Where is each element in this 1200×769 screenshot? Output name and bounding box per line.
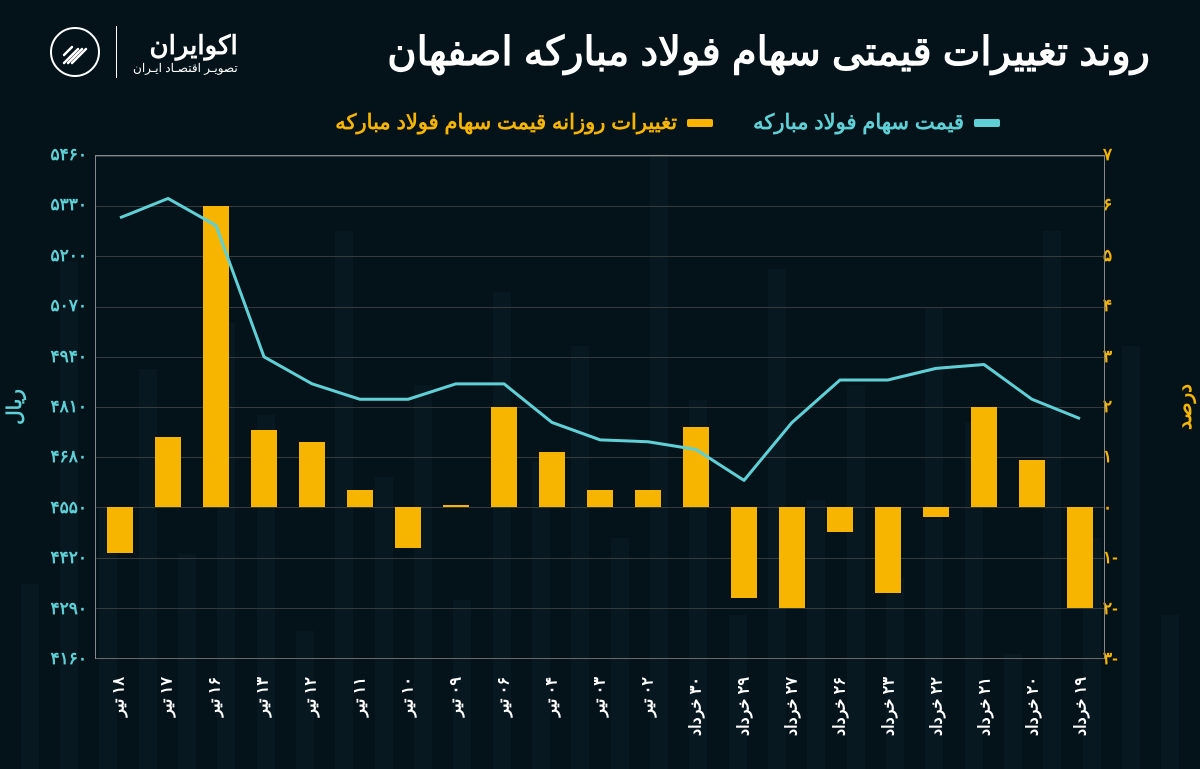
x-tick: ۱۸ تیر [110,677,129,717]
x-tick: ۲۰ خرداد [1023,677,1042,736]
x-tick: ۰۴ تیر [542,677,561,717]
line-series [96,156,1104,658]
y-right-tick: -۲ [1103,599,1183,619]
brand-block: اکوایران تصویـر اقتصـاد ایـران [50,26,238,78]
x-tick: ۲۶ خرداد [831,677,850,736]
x-tick: ۰۶ تیر [494,677,513,717]
plot-area [95,155,1105,659]
y-right-tick: ۴ [1103,296,1183,316]
y-right-tick: ۵ [1103,246,1183,266]
y-left-tick: ۴۸۱۰ [7,397,87,417]
x-tick: ۲۲ خرداد [927,677,946,736]
y-left-axis: ۴۱۶۰۴۲۹۰۴۴۲۰۴۵۵۰۴۶۸۰۴۸۱۰۴۹۴۰۵۰۷۰۵۲۰۰۵۳۳۰… [15,155,95,659]
gridline [96,658,1104,659]
y-left-tick: ۴۹۴۰ [7,347,87,367]
y-left-tick: ۵۴۶۰ [7,145,87,165]
y-left-tick: ۵۳۳۰ [7,195,87,215]
x-tick: ۰۲ تیر [639,677,658,717]
y-left-tick: ۴۴۲۰ [7,548,87,568]
y-right-tick: ۳ [1103,347,1183,367]
x-tick: ۲۷ خرداد [783,677,802,736]
y-right-tick: ۶ [1103,195,1183,215]
legend-item-line: قیمت سهام فولاد مبارکه [753,110,1000,135]
price-line [120,198,1080,480]
brand-name: اکوایران [133,30,238,61]
legend-swatch-line [974,119,1000,127]
x-tick: ۱۱ تیر [350,677,369,717]
brand-logo-icon [50,27,100,77]
y-left-tick: ۵۰۷۰ [7,296,87,316]
x-tick: ۰۹ تیر [446,677,465,717]
x-tick: ۱۷ تیر [158,677,177,717]
x-tick: ۲۹ خرداد [735,677,754,736]
chart-legend: قیمت سهام فولاد مبارکه تغییرات روزانه قی… [335,110,1000,135]
y-left-tick: ۴۲۹۰ [7,599,87,619]
x-tick: ۱۰ تیر [398,677,417,717]
x-tick: ۲۱ خرداد [975,677,994,736]
y-right-tick: ۱ [1103,447,1183,467]
y-left-tick: ۵۲۰۰ [7,246,87,266]
chart-title: روند تغییرات قیمتی سهام فولاد مبارکه اصف… [387,29,1150,75]
y-right-tick: ۰ [1103,498,1183,518]
x-tick: ۱۳ تیر [254,677,273,717]
y-right-tick: ۷ [1103,145,1183,165]
y-right-axis: -۳-۲-۱۰۱۲۳۴۵۶۷ [1103,155,1183,659]
x-tick: ۳۰ خرداد [687,677,706,736]
y-right-tick: ۲ [1103,397,1183,417]
legend-label-line: قیمت سهام فولاد مبارکه [753,110,964,135]
y-left-tick: ۴۵۵۰ [7,498,87,518]
x-tick: ۱۲ تیر [302,677,321,717]
brand-subtitle: تصویـر اقتصـاد ایـران [133,61,238,75]
y-right-tick: -۳ [1103,649,1183,669]
legend-label-bars: تغییرات روزانه قیمت سهام فولاد مبارکه [335,110,677,135]
x-tick: ۲۳ خرداد [879,677,898,736]
x-tick: ۰۳ تیر [591,677,610,717]
x-tick: ۱۹ خرداد [1071,677,1090,736]
y-left-tick: ۴۶۸۰ [7,447,87,467]
y-right-tick: -۱ [1103,548,1183,568]
legend-swatch-bars [687,119,713,127]
legend-item-bars: تغییرات روزانه قیمت سهام فولاد مبارکه [335,110,713,135]
x-axis: ۱۹ خرداد ۲۰ خرداد ۲۱ خرداد ۲۲ خرداد ۲۳ خرداد… [95,669,1105,769]
y-left-tick: ۴۱۶۰ [7,649,87,669]
x-tick: ۱۶ تیر [206,677,225,717]
